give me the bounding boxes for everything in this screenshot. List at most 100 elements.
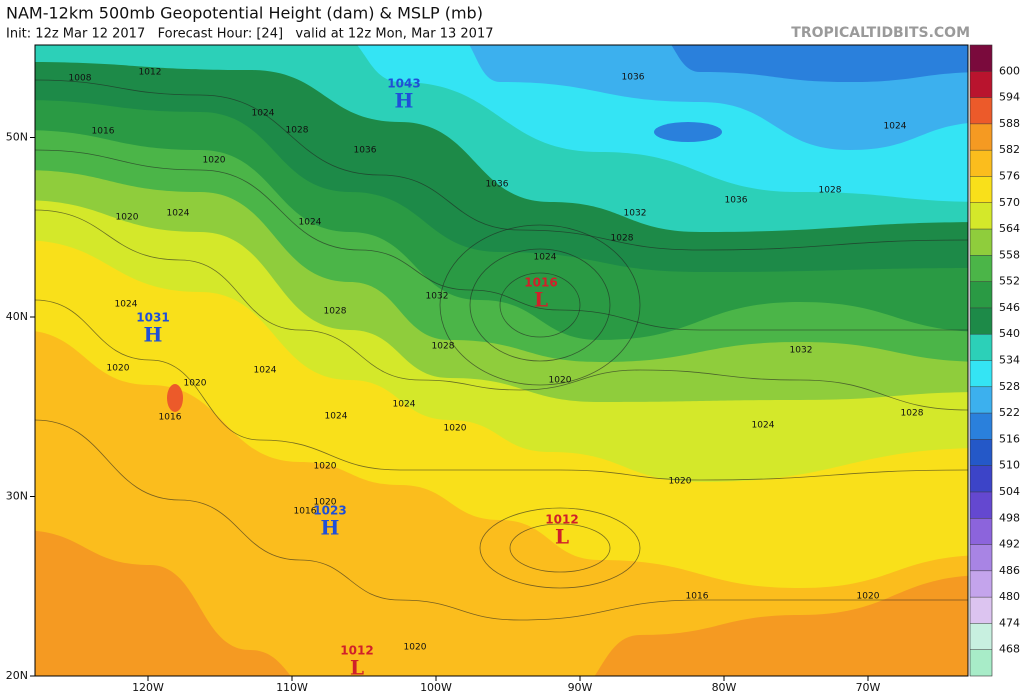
map-frame [34,44,969,677]
isobar-label: 1020 [107,364,130,374]
isobar-label: 1020 [444,424,467,434]
colorbar-label: 558 [999,248,1020,261]
center-pressure: 1016 [524,276,557,290]
height-band [671,45,968,82]
colorbar-label: 540 [999,327,1020,340]
isobar [509,523,611,573]
colorbar-cell [970,597,992,624]
isobar [35,419,968,621]
isobar-label: 1016 [294,507,317,517]
lat-label: 30N [6,490,28,503]
center-pressure: 1012 [545,513,578,527]
colorbar-cell [970,386,992,414]
lon-label: 100W [420,681,452,694]
lat-label: 40N [6,310,28,323]
colorbar-cell [970,307,992,335]
center-pressure: 1023 [313,504,346,518]
isobar [479,507,641,589]
isobar-label: 1024 [752,421,775,431]
overlays: 1008101210161020102410281036103610241028… [35,68,968,680]
colorbar-label: 504 [999,485,1020,498]
colorbar-label: 486 [999,564,1020,577]
isobar-label: 1028 [819,186,842,196]
isobar-label: 1020 [404,643,427,653]
lon-label: 70W [856,681,881,694]
colorbar-label: 600 [999,64,1020,77]
height-band [654,122,722,142]
isobar-label: 1028 [901,409,924,419]
center-pressure: 1043 [387,77,420,91]
isobar-label: 1028 [286,126,309,136]
isobar-label: 1024 [534,253,557,263]
colorbar-label: 546 [999,301,1020,314]
height-band [167,384,183,412]
isobar-label: 1016 [92,127,115,137]
isobar-label: 1036 [354,146,377,156]
colorbar-cell [970,45,992,72]
colorbar-label: 588 [999,117,1020,130]
isobar-label: 1020 [314,462,337,472]
lat-label: 20N [6,669,28,682]
colorbar-label: 564 [999,222,1020,235]
isobar-label: 1036 [622,73,645,83]
colorbar-cell [970,176,992,203]
isobar-label: 1036 [486,180,509,190]
watermark: TROPICALTIDBITS.COM [791,25,970,41]
colorbar-label: 570 [999,196,1020,209]
center-letter: L [350,656,364,680]
isobar-label: 1016 [159,413,182,423]
colorbar-label: 468 [999,643,1020,656]
colorbar-cell [970,465,992,492]
isobar-label: 1020 [184,379,207,389]
colorbar-cell [970,334,992,361]
colorbar-label: 516 [999,432,1020,445]
isobar-label: 1024 [254,366,277,376]
isobar-label: 1020 [314,498,337,508]
colorbar-cell [970,123,992,151]
lat-label: 50N [6,131,28,144]
isobar-label: 1024 [167,209,190,219]
height-field [35,45,968,676]
colorbar-label: 552 [999,275,1020,288]
isobar-label: 1020 [116,213,139,223]
colorbar-label: 510 [999,459,1020,472]
colorbar-cell [970,71,992,98]
isobar-label: 1020 [549,376,572,386]
isobar [439,224,641,386]
isobar [499,272,581,338]
center-pressure: 1031 [136,311,169,325]
colorbar-cell [970,570,992,598]
center-letter: L [555,525,569,549]
colorbar-cell [970,623,992,650]
colorbar-cell [970,518,992,545]
colorbar-label: 528 [999,380,1020,393]
isobar-label: 1024 [299,218,322,228]
isobar-label: 1020 [669,477,692,487]
isobar-label: 1028 [432,342,455,352]
colorbar-label: 534 [999,354,1020,367]
lon-label: 80W [712,681,737,694]
colorbar-cell [970,202,992,230]
isobar [35,79,968,251]
colorbar-cell [970,491,992,519]
colorbar-cell [970,649,992,676]
isobar-label: 1008 [69,74,92,84]
isobar-label: 1024 [325,412,348,422]
isobar-label: 1020 [203,156,226,166]
isobar [469,248,611,362]
colorbar-cell [970,544,992,571]
isobar [35,149,968,331]
isobar-label: 1028 [324,307,347,317]
colorbar-cell [970,413,992,440]
isobar-label: 1032 [790,346,813,356]
isobar-label: 1024 [115,300,138,310]
colorbar-label: 480 [999,590,1020,603]
colorbar-label: 492 [999,538,1020,551]
center-letter: L [534,288,548,312]
isobar [35,299,968,481]
isobar-label: 1024 [884,122,907,132]
isobar-label: 1032 [624,209,647,219]
colorbar-cell [970,281,992,308]
colorbar-cell [970,360,992,387]
